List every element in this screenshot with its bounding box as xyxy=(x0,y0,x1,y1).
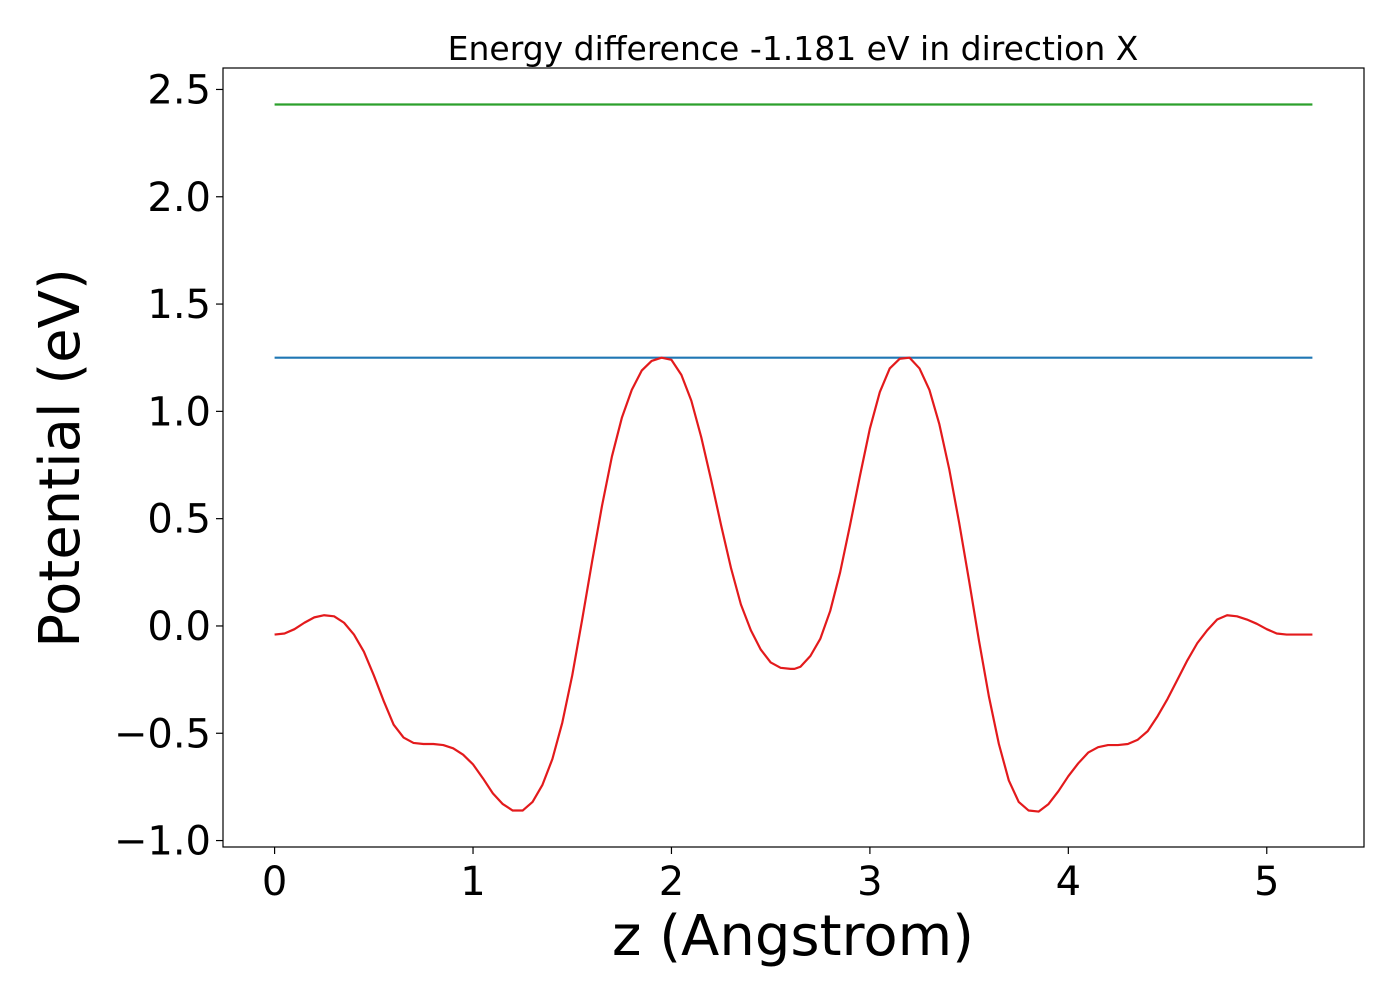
plot-frame xyxy=(222,67,1365,848)
x-axis-ticks: 0 1 2 3 4 5 xyxy=(262,847,1279,905)
plot-lines xyxy=(274,103,1313,813)
y-axis-label: Potential (eV) xyxy=(28,268,93,648)
y-tick-label: 2.5 xyxy=(147,67,211,113)
y-axis-ticks: −1.0 −0.5 0.0 0.5 1.0 1.5 2.0 2.5 xyxy=(114,67,223,865)
chart-title: Energy difference -1.181 eV in direction… xyxy=(448,29,1139,68)
y-tick-label: 0.5 xyxy=(147,497,211,543)
x-tick-label: 2 xyxy=(659,859,684,905)
series-line-2 xyxy=(274,356,1313,813)
y-tick-label: 2.0 xyxy=(147,175,211,221)
y-tick-label: 1.0 xyxy=(147,389,211,435)
y-tick-label: −0.5 xyxy=(114,711,211,757)
y-tick-label: −1.0 xyxy=(114,819,211,865)
y-tick-label: 1.5 xyxy=(147,282,211,328)
x-tick-label: 3 xyxy=(857,859,882,905)
x-tick-label: 5 xyxy=(1254,859,1279,905)
x-tick-label: 0 xyxy=(262,859,287,905)
x-tick-label: 4 xyxy=(1056,859,1081,905)
y-tick-label: 0.0 xyxy=(147,604,211,650)
x-axis-label: z (Angstrom) xyxy=(612,904,974,969)
x-tick-label: 1 xyxy=(460,859,485,905)
